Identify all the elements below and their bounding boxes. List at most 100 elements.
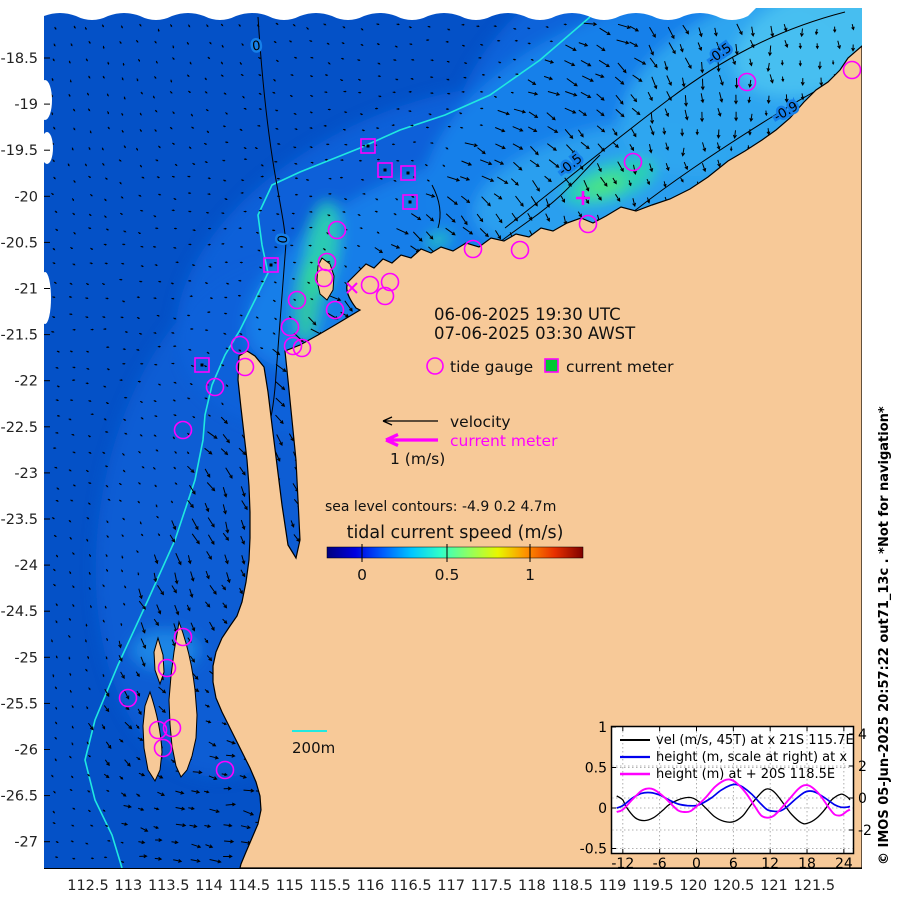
lon-tick-label: 116.5 [390,878,432,894]
sea-level-contours-text: sea level contours: -4.9 0.2 4.7m [325,499,556,515]
lat-tick-label: -20.5 [0,235,38,251]
colorbar-title: tidal current speed (m/s) [347,523,564,543]
lon-tick-label: 116 [357,878,385,894]
current-meter-marker-dot [406,171,410,175]
island-shark-bay-strip [153,636,165,686]
lat-tick-label: -25 [14,650,38,666]
velocity-legend-label: velocity [450,413,511,431]
tide-gauge-marker [283,336,303,356]
inset-tick-labels: -12 -6 0 6 12 18 24 1 0.5 0 -0.5 4 2 0 -2 [580,720,872,872]
current-meter-marker [263,257,279,273]
tide-gauge-legend-icon [426,357,444,375]
tide-gauge-marker [173,420,193,440]
lat-tick-label: -24.5 [0,604,38,620]
current-meter-arrow-label: current meter [450,432,558,450]
no-data-blob [44,132,53,164]
lon-tick-label: 115 [276,878,304,894]
tide-gauge-marker [173,627,193,647]
copyright-text: © IMOS 05-Jun-2025 20:57:22 out71_13c . … [877,406,892,865]
inset-x-tick-label: 12 [761,856,779,872]
inset-legend-height-x: height (m, scale at right) at x [656,750,847,765]
current-meter-marker [194,357,210,373]
inset-x-tick-label: 24 [835,856,853,872]
tide-gauge-marker [360,275,380,295]
inset-right-y-tick-label: 4 [858,727,867,743]
colorbar-tick-0: 0 [357,566,367,584]
inset-grid [612,727,853,853]
inset-left-y-tick-label: 1 [598,720,607,736]
tide-gauge-marker [314,268,334,288]
no-data-blob [44,272,51,324]
lon-tick-label: 112.5 [67,878,109,894]
lat-tick-label: -27 [14,835,38,851]
annotations: 06-06-2025 19:30 UTC 07-06-2025 03:30 AW… [292,305,674,757]
tide-gauge-marker [463,239,483,259]
tide-gauge-marker [623,152,643,172]
tide-gauge-marker [842,60,862,80]
tide-gauge-marker [157,658,177,678]
longitude-axis: 112.5 113 113.5 114 114.5 115 115.5 116 116.5 117… [67,878,835,894]
lat-tick-label: -21 [14,282,38,298]
tide-gauge-marker [327,220,347,240]
current-meter-marker [377,162,393,178]
tide-gauge-marker [737,72,757,92]
lat-tick-label: -26 [14,743,38,759]
inset-left-y-tick-label: 0 [598,801,607,817]
tide-gauge-marker [162,718,182,738]
inset-left-y-tick-label: -0.5 [580,842,607,858]
colorbar-tick-0.5: 0.5 [435,566,460,584]
lon-tick-label: 118 [518,878,546,894]
tide-gauge-marker [148,720,168,740]
lat-tick-label: -19 [14,97,38,113]
inset-right-y-tick-label: 2 [858,759,867,775]
lon-tick-label: 119 [599,878,627,894]
sea-level-contour-line [257,16,287,461]
tide-gauge-marker [578,214,598,234]
lat-tick-label: -25.5 [0,696,38,712]
no-data-blobs [44,57,53,843]
colorbar-ticks [361,544,531,562]
lon-tick-label: 119.5 [632,878,674,894]
inset-x-tick-label: -6 [653,856,667,872]
tide-gauge-legend-label: tide gauge [450,358,533,376]
inset-timeseries-chart: -12 -6 0 6 12 18 24 1 0.5 0 -0.5 4 2 0 -2 vel (m/s, 45… [580,720,872,872]
current-meter-marker [402,194,418,210]
arrow-scale-label: 1 (m/s) [390,450,445,468]
current-meter-marker-dot [383,168,387,172]
land-australia [212,45,862,868]
depth-contour-200m [84,16,591,868]
lon-tick-label: 120.5 [713,878,755,894]
lat-tick-label: -23 [14,466,38,482]
no-data-band [44,8,756,20]
inset-frame [610,725,855,855]
lon-tick-label: 117 [437,878,465,894]
inset-x-tick-label: 0 [692,856,701,872]
lat-tick-label: -24 [14,558,38,574]
station-markers [118,60,862,780]
current-meter-marker-dot [200,363,204,367]
datetime-utc: 06-06-2025 19:30 UTC [434,305,621,324]
x-station-marker [346,282,358,294]
inset-x-tick-label: 6 [729,856,738,872]
velocity-arrow-icon [382,416,438,426]
inset-legend-height-plus: height (m) at + 20S 118.5E [656,767,835,782]
lon-tick-label: 121 [760,878,788,894]
inset-legend: vel (m/s, 45T) at x 21S 115.7E height (m… [620,733,854,782]
tide-gauge-marker [292,338,312,358]
tide-gauge-marker [325,300,345,320]
tide-gauge-marker [230,335,250,355]
tide-gauge-marker [380,272,400,292]
inset-tickmarks [612,726,853,853]
lat-tick-label: -22 [14,374,38,390]
latitude-axis: -18.5 -19 -19.5 -20 -20.5 -21 -21.5 -22 -22.5 -23… [0,51,38,851]
current-meter-marker-dot [269,263,273,267]
lat-tick-label: -23.5 [0,512,38,528]
lon-tick-label: 118.5 [551,878,593,894]
current-meter-marker [400,165,416,181]
inset-left-y-tick-label: 0.5 [585,761,607,777]
datetime-awst: 07-06-2025 03:30 AWST [434,324,636,343]
inset-x-tick-label: -12 [611,856,634,872]
lat-tick-label: -21.5 [0,328,38,344]
